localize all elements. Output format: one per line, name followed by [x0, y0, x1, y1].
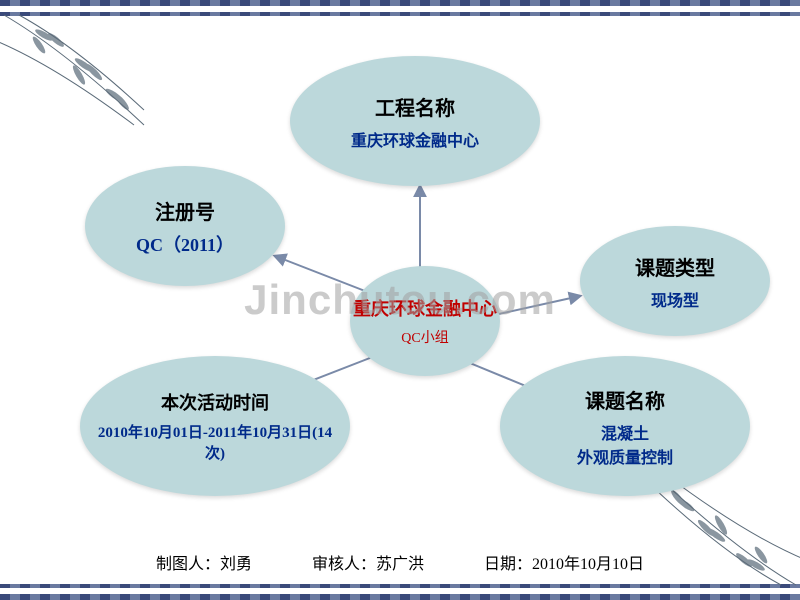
footer-reviewer: 审核人：苏广洪 — [312, 550, 424, 574]
slide-page: 重庆环球金融中心QC小组工程名称重庆环球金融中心注册号QC（2011）课题类型现… — [0, 0, 800, 600]
footer-author: 制图人：刘勇 — [156, 550, 252, 574]
frame-border-top — [0, 0, 800, 6]
node-title: 注册号 — [155, 196, 215, 225]
node-body: 2010年10月01日-2011年10月31日(14次) — [80, 421, 350, 463]
node-body: 现场型 — [637, 287, 713, 311]
center-title: 重庆环球金融中心 — [353, 295, 497, 321]
footer-date: 日期：2010年10月10日 — [484, 550, 644, 574]
node-body: QC（2011） — [122, 231, 248, 257]
frame-border-bottom — [0, 594, 800, 600]
frame-border-bottom-inner — [0, 584, 800, 588]
frame-border-top-inner — [0, 12, 800, 16]
footer-credits: 制图人：刘勇 审核人：苏广洪 日期：2010年10月10日 — [0, 550, 800, 574]
node-body: 混凝土外观质量控制 — [563, 420, 687, 468]
center-node: 重庆环球金融中心 QC小组 — [350, 266, 500, 376]
node-title: 课题类型 — [635, 252, 715, 281]
node-topic-type: 课题类型现场型 — [580, 226, 770, 336]
node-title: 课题名称 — [585, 385, 665, 414]
center-subtitle: QC小组 — [401, 327, 448, 347]
node-topic-name: 课题名称混凝土外观质量控制 — [500, 356, 750, 496]
node-activity-time: 本次活动时间 2010年10月01日-2011年10月31日(14次) — [80, 356, 350, 496]
node-reg-no: 注册号 QC（2011） — [85, 166, 285, 286]
node-project-name: 工程名称重庆环球金融中心 — [290, 56, 540, 186]
node-body: 重庆环球金融中心 — [337, 127, 493, 151]
diagram-canvas: 重庆环球金融中心QC小组工程名称重庆环球金融中心注册号QC（2011）课题类型现… — [20, 26, 780, 540]
node-title: 工程名称 — [375, 92, 455, 121]
node-title: 本次活动时间 — [161, 389, 269, 415]
